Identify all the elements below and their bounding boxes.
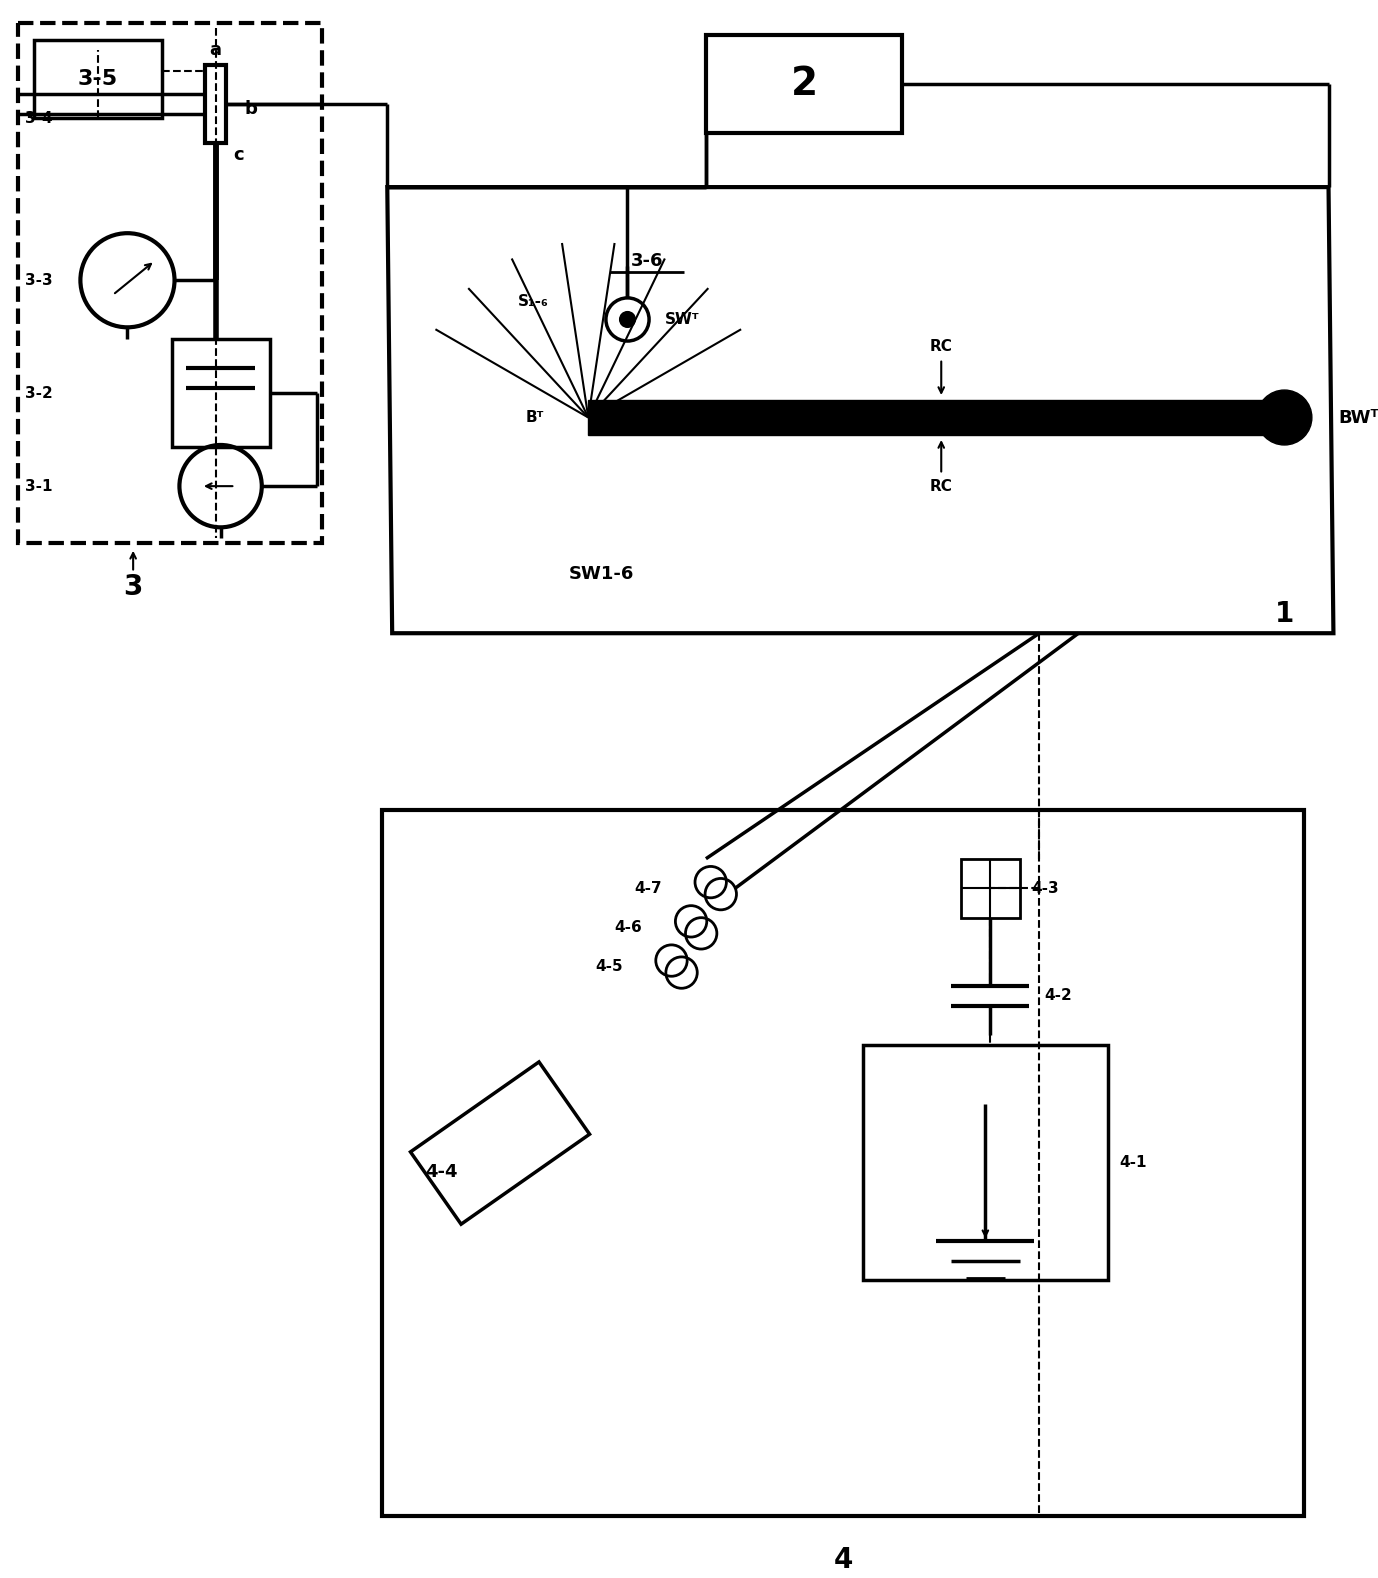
- Text: 3: 3: [124, 573, 143, 601]
- Circle shape: [1257, 390, 1312, 445]
- Bar: [18, 24, 321, 543]
- Text: 4-5: 4-5: [595, 959, 623, 974]
- Text: 4-6: 4-6: [615, 920, 642, 934]
- Text: 3-2: 3-2: [25, 385, 54, 401]
- Bar: [706, 35, 903, 133]
- Text: 2: 2: [791, 65, 817, 103]
- Bar: [382, 810, 1304, 1515]
- Text: RC: RC: [930, 478, 952, 494]
- Text: 4-7: 4-7: [634, 881, 661, 896]
- Text: SW1-6: SW1-6: [569, 565, 634, 584]
- Text: 4-1: 4-1: [1120, 1155, 1148, 1171]
- Text: 3-5: 3-5: [79, 69, 119, 90]
- Circle shape: [620, 311, 635, 327]
- Text: SWᵀ: SWᵀ: [664, 312, 700, 327]
- Bar: [863, 1045, 1108, 1280]
- Text: 3-1: 3-1: [25, 478, 52, 494]
- Bar: [960, 858, 1020, 917]
- Text: 1: 1: [1275, 600, 1294, 628]
- Text: 4-2: 4-2: [1045, 988, 1072, 1004]
- Text: S₁-₆: S₁-₆: [518, 295, 548, 309]
- Text: 4-3: 4-3: [1032, 881, 1060, 896]
- Text: b: b: [244, 99, 258, 118]
- Text: a: a: [209, 41, 222, 58]
- Bar: [588, 399, 1284, 436]
- Bar: [205, 65, 226, 144]
- Text: Bᵀ: Bᵀ: [526, 410, 544, 424]
- Text: 3-6: 3-6: [631, 251, 663, 270]
- Text: 3-4: 3-4: [25, 110, 54, 126]
- Text: 4-4: 4-4: [424, 1163, 457, 1182]
- Text: c: c: [233, 145, 244, 164]
- Text: 3-3: 3-3: [25, 273, 54, 287]
- Bar: [411, 1062, 590, 1225]
- Bar: [34, 39, 161, 118]
- Text: RC: RC: [930, 339, 952, 355]
- Bar: [172, 339, 270, 447]
- Text: BWᵀ: BWᵀ: [1338, 409, 1378, 426]
- Text: 4: 4: [834, 1546, 853, 1573]
